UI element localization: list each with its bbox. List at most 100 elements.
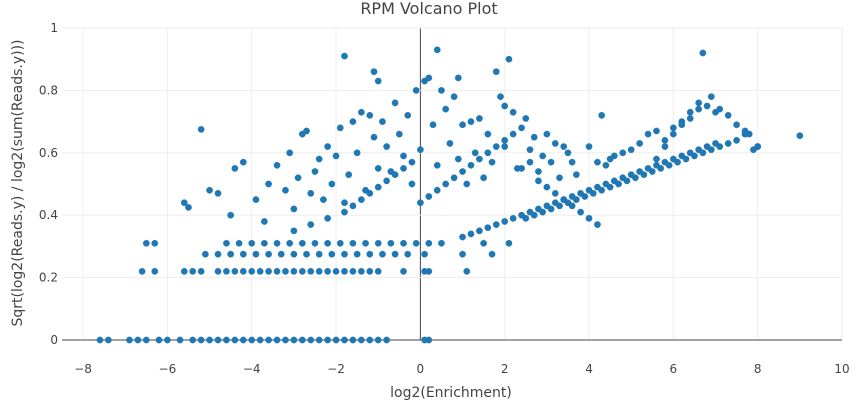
scatter-point — [467, 118, 475, 125]
scatter-point — [433, 161, 441, 169]
scatter-point — [425, 74, 433, 82]
scatter-point — [522, 214, 530, 222]
scatter-point — [665, 161, 673, 169]
scatter-point — [450, 174, 458, 182]
scatter-point — [501, 136, 509, 144]
scatter-point — [644, 130, 652, 138]
grid-layer — [62, 27, 843, 341]
scatter-point — [374, 336, 382, 344]
scatter-point — [256, 268, 264, 275]
scatter-point — [400, 165, 407, 172]
scatter-point — [180, 268, 188, 275]
scatter-point — [492, 68, 500, 76]
axis-layer: −8 −6 −4 −2 0 2 4 6 8 10 0 0.2 0.4 0.6 0.8 1 — [39, 21, 850, 376]
scatter-point — [556, 202, 563, 210]
scatter-point — [273, 239, 281, 247]
scatter-point — [438, 87, 445, 94]
scatter-point — [341, 199, 348, 207]
scatter-point — [231, 268, 239, 275]
scatter-point — [492, 143, 500, 150]
scatter-point — [239, 158, 247, 166]
scatter-point — [252, 250, 260, 258]
scatter-point — [602, 161, 610, 169]
scatter-point — [248, 268, 256, 275]
scatter-point — [497, 93, 504, 100]
y-tick-label: 0.8 — [39, 83, 58, 97]
scatter-point — [290, 336, 298, 344]
scatter-point — [488, 250, 496, 258]
scatter-point — [328, 180, 336, 188]
scatter-point — [594, 221, 601, 228]
scatter-point — [142, 239, 150, 247]
scatter-point — [315, 250, 323, 258]
scatter-point — [298, 268, 306, 275]
scatter-point — [547, 205, 555, 213]
scatter-point — [556, 174, 563, 182]
scatter-point — [412, 87, 420, 94]
scatter-point — [408, 180, 416, 188]
scatter-point — [796, 132, 804, 139]
scatter-point — [227, 250, 234, 258]
scatter-point — [640, 171, 648, 178]
scatter-point — [358, 268, 365, 275]
scatter-point — [653, 155, 660, 163]
scatter-point — [425, 268, 433, 275]
scatter-point — [476, 155, 483, 163]
scatter-point — [197, 336, 205, 344]
scatter-point — [248, 239, 256, 247]
scatter-point — [703, 102, 711, 110]
scatter-point — [501, 143, 509, 150]
scatter-point — [252, 196, 260, 203]
x-tick-label: −2 — [327, 362, 345, 376]
scatter-point — [745, 130, 753, 138]
scatter-point — [307, 190, 315, 197]
scatter-point — [341, 268, 348, 275]
scatter-point — [214, 250, 222, 258]
scatter-point — [315, 336, 323, 344]
scatter-point — [509, 130, 517, 138]
scatter-point — [484, 149, 492, 157]
scatter-point — [214, 190, 222, 197]
x-tick-label: −4 — [243, 362, 261, 376]
scatter-point — [176, 336, 184, 344]
scatter-point — [324, 239, 331, 247]
scatter-point — [467, 161, 475, 169]
scatter-point — [509, 108, 517, 116]
scatter-point — [598, 186, 606, 194]
x-axis-label: log2(Enrichment) — [390, 385, 512, 400]
scatter-point — [294, 174, 302, 182]
scatter-point — [332, 336, 340, 344]
scatter-point — [362, 239, 369, 247]
scatter-point — [332, 152, 340, 160]
scatter-point — [459, 121, 466, 129]
scatter-point — [467, 230, 475, 238]
scatter-point — [231, 165, 239, 172]
scatter-point — [733, 136, 740, 144]
scatter-point — [661, 143, 669, 150]
scatter-point — [606, 183, 614, 191]
scatter-point — [185, 204, 192, 211]
scatter-point — [509, 214, 517, 222]
scatter-point — [105, 336, 112, 344]
scatter-point — [383, 336, 390, 344]
scatter-point — [366, 190, 374, 197]
scatter-point — [543, 130, 551, 138]
scatter-point — [379, 250, 386, 258]
scatter-point — [518, 165, 525, 172]
scatter-point — [404, 250, 412, 258]
y-tick-label: 0 — [50, 333, 58, 347]
scatter-point — [311, 168, 319, 175]
scatter-point — [585, 214, 593, 222]
scatter-point — [716, 143, 724, 150]
scatter-point — [505, 55, 513, 63]
scatter-point — [324, 336, 331, 344]
scatter-point — [492, 221, 500, 228]
scatter-point — [349, 268, 357, 275]
scatter-point — [239, 268, 247, 275]
scatter-point — [653, 127, 660, 135]
scatter-point — [674, 158, 681, 166]
scatter-point — [345, 171, 353, 178]
scatter-point — [412, 239, 420, 247]
scatter-point — [202, 250, 209, 258]
